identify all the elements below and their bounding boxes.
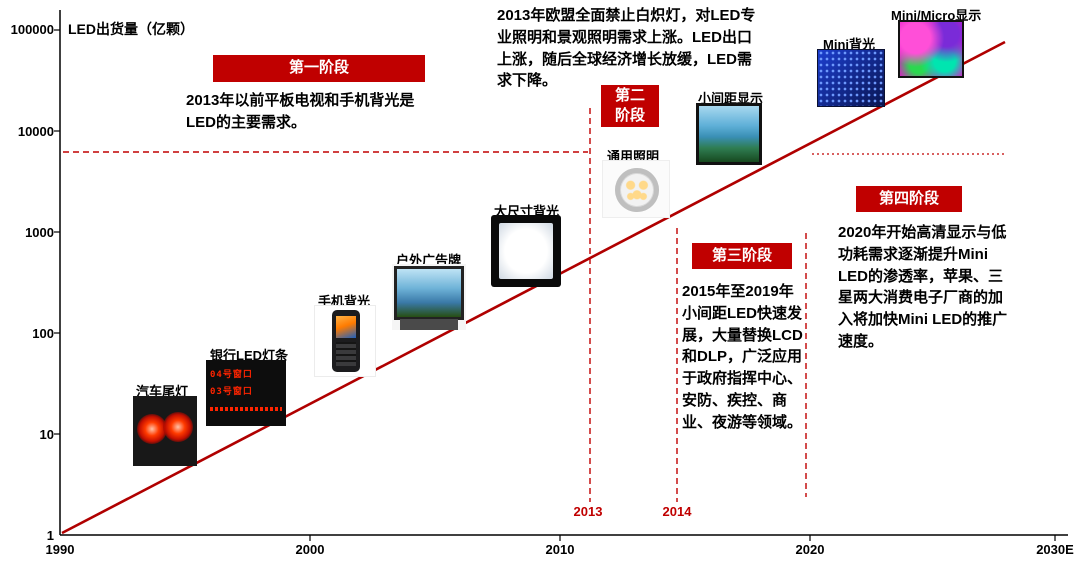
small-pitch-screen <box>699 106 759 162</box>
x-tick-label: 2000 <box>295 542 325 557</box>
small-pitch-display-photo <box>696 103 762 165</box>
year-marker-2013: 2013 <box>573 504 603 519</box>
stage-1-text: 2013年以前平板电视和手机背光是LED的主要需求。 <box>186 92 415 131</box>
led-sign-row: 03号窗口 <box>210 387 253 398</box>
billboard-screen <box>394 266 464 320</box>
phone-screen <box>336 316 356 338</box>
milestone-car-taillight-label: 汽车尾灯 <box>136 384 189 399</box>
taillight-lamp-left <box>137 414 167 444</box>
y-tick-label: 100 <box>32 326 54 341</box>
outdoor-billboard-photo <box>392 264 466 330</box>
y-tick-label: 10 <box>39 427 54 442</box>
led-sign-dots <box>210 407 282 412</box>
phone-backlight-photo <box>314 305 376 377</box>
trend-line <box>61 40 1006 535</box>
taillight-lamp-right <box>163 412 193 442</box>
x-axis-ticks <box>309 535 1056 541</box>
downlight-leds <box>621 174 653 206</box>
year-marker-2014: 2014 <box>662 504 692 519</box>
mini-backlight-photo <box>817 49 885 107</box>
milestone-mini-micro-label: Mini/Micro显示 <box>891 8 982 23</box>
mini-micro-display-photo <box>898 20 964 78</box>
stage-2-label: 第二阶段 <box>614 86 645 124</box>
general-lighting-photo <box>602 160 670 218</box>
stage-2-text: 2013年欧盟全面禁止白炽灯，对LED专业照明和景观照明需求上涨。LED出口上涨… <box>497 7 756 90</box>
phone-keypad <box>336 342 356 366</box>
stage-1-label: 第一阶段 <box>288 59 349 77</box>
stage-2-badge: 第二阶段 <box>601 85 659 127</box>
x-tick-label: 1990 <box>45 542 75 557</box>
stage-3-label: 第三阶段 <box>711 246 772 264</box>
milestone-bank-led-label: 银行LED灯条 <box>210 348 289 363</box>
bank-led-strip-photo: 04号窗口 03号窗口 <box>206 360 286 426</box>
stage-4-label: 第四阶段 <box>878 189 939 207</box>
stage-4-text: 2020年开始高清显示与低功耗需求逐渐提升Mini LED的渗透率，苹果、三星两… <box>838 224 1008 350</box>
milestone-small-pitch-label: 小间距显示 <box>698 91 764 106</box>
y-axis-ticks <box>54 29 60 435</box>
stage-3-badge: 第三阶段 <box>692 243 792 269</box>
milestone-mini-backlight-label: Mini背光 <box>823 37 875 52</box>
y-tick-label: 1000 <box>25 225 54 240</box>
billboard-base <box>400 319 458 330</box>
y-tick-label: 10000 <box>17 124 54 139</box>
led-sign-row: 04号窗口 <box>210 370 253 380</box>
x-tick-label: 2010 <box>545 542 575 557</box>
x-tick-label: 2020 <box>795 542 825 557</box>
x-tick-label: 2030E <box>1036 542 1074 557</box>
large-backlight-photo <box>491 215 561 287</box>
monitor-screen <box>499 223 553 279</box>
y-tick-label: 1 <box>46 528 54 543</box>
phone-body <box>332 310 360 372</box>
car-taillight-photo <box>133 396 197 466</box>
y-axis-title: LED出货量（亿颗） <box>68 21 194 37</box>
stage-1-badge: 第一阶段 <box>213 55 425 82</box>
y-tick-label: 100000 <box>10 22 54 37</box>
stage-3-text: 2015年至2019年小间距LED快速发展，大量替换LCD和DLP，广泛应用于政… <box>682 283 803 431</box>
stage-4-badge: 第四阶段 <box>856 186 962 212</box>
